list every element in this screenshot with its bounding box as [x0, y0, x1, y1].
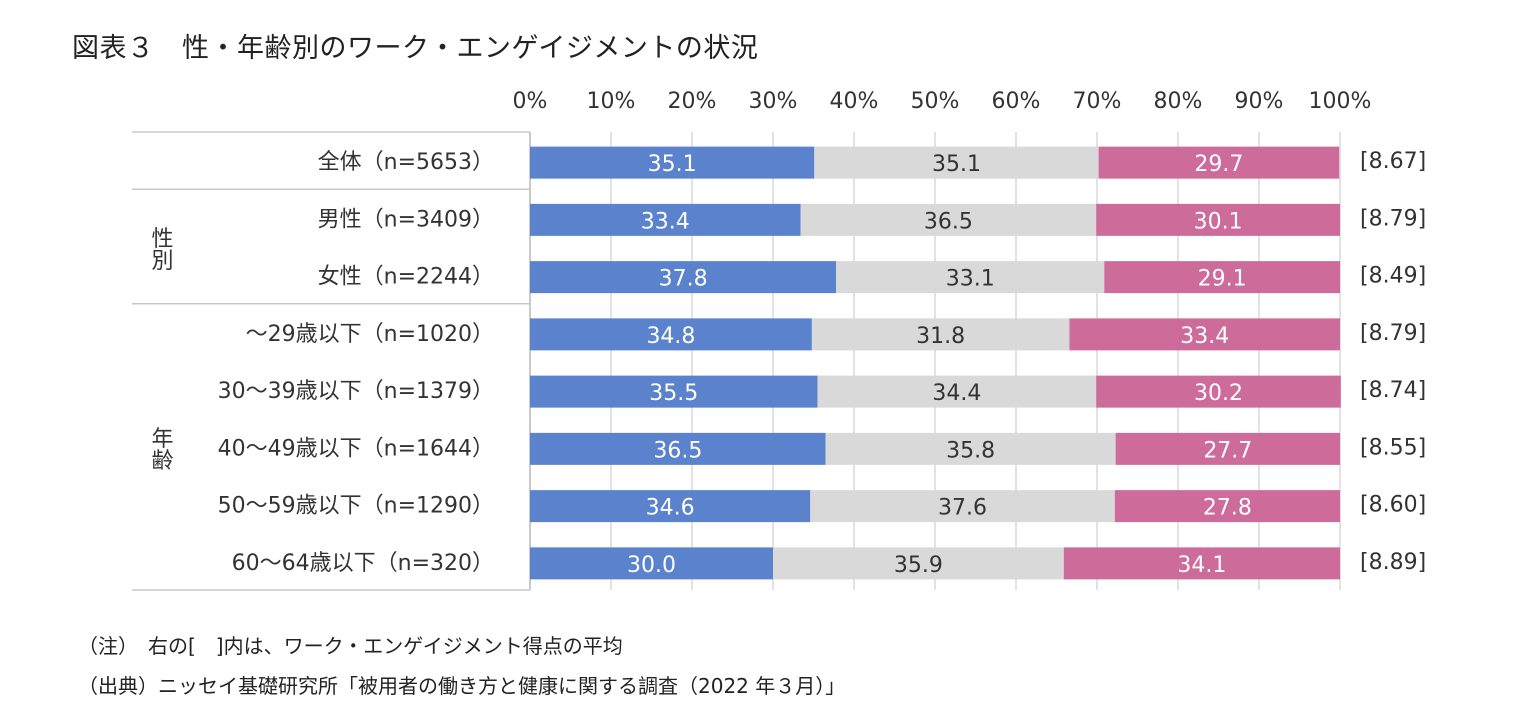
bar-segment: [1115, 432, 1340, 465]
data-label: 36.5: [653, 438, 702, 463]
bar-segment: [530, 318, 812, 351]
chart-title: 図表３ 性・年齢別のワーク・エンゲイジメントの状況: [72, 33, 759, 64]
bar-segment: [530, 432, 826, 465]
score-label: [8.60]: [1360, 493, 1426, 518]
score-label: [8.79]: [1360, 206, 1426, 231]
bar-segment: [530, 490, 811, 523]
data-label: 36.5: [924, 209, 973, 234]
data-label: 35.8: [946, 438, 995, 463]
category-label: 女性（n=2244）: [318, 265, 494, 290]
x-tick-label: 20%: [668, 89, 717, 114]
bar-segment: [530, 375, 818, 408]
data-label: 37.8: [659, 267, 708, 292]
data-label: 35.5: [649, 381, 698, 406]
bar-segment: [836, 261, 1105, 294]
score-label: [8.55]: [1360, 435, 1426, 460]
category-label: 40～49歳以下（n=1644）: [218, 436, 494, 461]
bar-segment: [1096, 375, 1341, 408]
category-label: ～29歳以下（n=1020）: [246, 322, 494, 347]
category-label: 男性（n=3409）: [318, 207, 494, 232]
data-label: 35.9: [894, 553, 943, 578]
bar-segment: [1069, 318, 1340, 351]
bar-segment: [814, 146, 1099, 179]
group-label: 年齢: [148, 427, 174, 471]
data-label: 27.7: [1203, 438, 1252, 463]
data-label: 30.2: [1194, 381, 1243, 406]
score-label: [8.67]: [1360, 149, 1426, 174]
bar-segment: [773, 547, 1064, 580]
chart-source: （出典）ニッセイ基礎研究所「被用者の働き方と健康に関する調査（2022 年３月）…: [78, 674, 846, 698]
x-tick-label: 90%: [1235, 89, 1284, 114]
bar-segment: [1096, 203, 1340, 236]
data-label: 33.4: [641, 209, 690, 234]
data-label: 35.1: [648, 152, 697, 177]
bar-segment: [530, 146, 815, 179]
bar-segment: [825, 432, 1116, 465]
chart-note: （注） 右の[ ]内は、ワーク・エンゲイジメント得点の平均: [78, 634, 623, 658]
x-tick-label: 50%: [911, 89, 960, 114]
x-tick-label: 10%: [587, 89, 636, 114]
data-label: 34.8: [646, 324, 695, 349]
data-label: 35.1: [932, 152, 981, 177]
data-label: 33.4: [1180, 324, 1229, 349]
score-label: [8.49]: [1360, 264, 1426, 289]
bar-segment: [1098, 146, 1340, 179]
score-label: [8.89]: [1360, 550, 1426, 575]
x-tick-label: 100%: [1309, 89, 1372, 114]
x-tick-label: 0%: [513, 89, 548, 114]
data-label: 34.1: [1177, 553, 1226, 578]
bar-segment: [817, 375, 1097, 408]
category-label: 60～64歳以下（n=320）: [232, 551, 494, 576]
category-label: 50～59歳以下（n=1290）: [218, 494, 494, 519]
bar-segment: [810, 490, 1115, 523]
x-tick-label: 60%: [992, 89, 1041, 114]
category-label: 全体（n=5653）: [318, 150, 494, 175]
x-tick-label: 30%: [749, 89, 798, 114]
bar-segment: [811, 318, 1070, 351]
bar-segment: [800, 203, 1097, 236]
bar-segment: [530, 203, 801, 236]
x-tick-label: 40%: [830, 89, 879, 114]
data-label: 30.0: [627, 553, 676, 578]
data-label: 29.1: [1198, 267, 1247, 292]
x-tick-label: 70%: [1073, 89, 1122, 114]
data-label: 34.6: [646, 496, 695, 521]
bar-segment: [1063, 547, 1340, 580]
data-label: 31.8: [916, 324, 965, 349]
data-label: 29.7: [1194, 152, 1243, 177]
bar-segment: [530, 547, 773, 580]
group-label: 性別: [148, 227, 174, 271]
data-label: 34.4: [932, 381, 981, 406]
bar-segment: [1114, 490, 1340, 523]
data-label: 33.1: [946, 267, 995, 292]
data-label: 27.8: [1203, 496, 1252, 521]
bar-segment: [530, 261, 837, 294]
data-label: 30.1: [1194, 209, 1243, 234]
score-label: [8.79]: [1360, 321, 1426, 346]
data-label: 37.6: [938, 496, 987, 521]
category-label: 30～39歳以下（n=1379）: [218, 379, 494, 404]
bar-segment: [1104, 261, 1340, 294]
x-tick-label: 80%: [1154, 89, 1203, 114]
score-label: [8.74]: [1360, 378, 1426, 403]
